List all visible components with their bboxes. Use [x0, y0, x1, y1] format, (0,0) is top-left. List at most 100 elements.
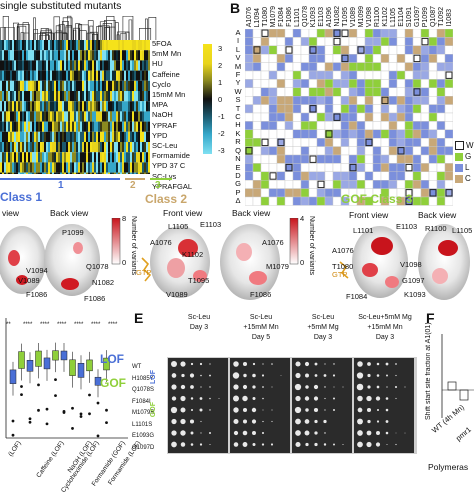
grid-cell	[356, 154, 366, 164]
heatmap-cell	[84, 131, 86, 142]
plate-condition-day: Day 3	[313, 334, 333, 341]
yeast-spot	[252, 396, 256, 401]
heatmap-cell	[78, 60, 80, 71]
grid-cell	[260, 87, 270, 97]
grid-cell	[380, 104, 390, 114]
condition-label: NaOH	[152, 110, 173, 120]
heatmap-cell	[26, 60, 28, 71]
grid-cell	[340, 163, 350, 172]
grid-cell	[324, 188, 334, 198]
heatmap-cell	[80, 50, 82, 61]
heatmap-cell	[112, 131, 114, 142]
heatmap-cell	[56, 40, 58, 51]
heatmap-cell	[64, 50, 66, 61]
heatmap-cell	[94, 131, 96, 142]
heatmap-cell	[30, 80, 32, 91]
heatmap-cell	[138, 172, 140, 174]
heatmap-cell	[46, 70, 48, 81]
grid-cell	[404, 129, 414, 139]
grid-cell	[412, 163, 422, 172]
yeast-spot	[252, 362, 256, 366]
yeast-spot	[295, 418, 301, 425]
yeast-spot	[200, 386, 202, 388]
grid-cell	[348, 179, 358, 189]
heatmap-cell	[24, 121, 26, 132]
grid-cell	[268, 95, 278, 105]
grid-cell	[372, 154, 382, 164]
heatmap-cell	[130, 172, 132, 174]
grid-cell	[340, 179, 350, 189]
grid-cell	[245, 95, 254, 105]
strain-label: F1084I	[132, 398, 151, 405]
cbar-left-title: Number of variants	[130, 216, 137, 276]
panel-d-xlabel: (LOF)	[7, 440, 23, 458]
heatmap-cell	[82, 142, 84, 153]
dendrogram-branch	[72, 29, 77, 40]
heatmap-cell	[64, 142, 66, 153]
grid-cell	[276, 95, 286, 105]
heatmap-cell	[50, 101, 52, 112]
heatmap-cell	[68, 162, 70, 173]
heatmap-cell	[54, 40, 56, 51]
wt-marker	[357, 46, 365, 54]
heatmap-cell	[72, 172, 74, 174]
heatmap-cell	[138, 60, 140, 71]
heatmap-cell	[42, 70, 44, 81]
heatmap-cell	[90, 70, 92, 81]
grid-cell	[276, 29, 286, 38]
heatmap-cell	[102, 111, 104, 122]
dendrogram	[0, 15, 157, 40]
heatmap-cell	[40, 60, 42, 71]
heatmap-cell	[88, 172, 90, 174]
wt-marker	[405, 189, 413, 197]
heatmap-cell	[76, 162, 78, 173]
grid-cell	[396, 179, 406, 189]
heatmap-cell	[132, 162, 134, 173]
heatmap-cell	[58, 121, 60, 132]
grid-cell	[332, 171, 342, 181]
heatmap-cell	[82, 101, 84, 112]
grid-cell	[412, 104, 422, 114]
heatmap-cell	[22, 172, 24, 174]
heatmap-cell	[6, 152, 8, 163]
grid-cell	[404, 79, 414, 89]
mutation-label: M1099	[358, 5, 365, 27]
grid-cell	[428, 70, 438, 80]
heatmap-cell	[84, 91, 86, 102]
outlier	[71, 427, 74, 430]
grid-cell	[252, 137, 262, 147]
heatmap-cell	[26, 152, 28, 163]
heatmap-cell	[80, 152, 82, 163]
grid-cell	[348, 171, 358, 181]
yeast-spot	[295, 430, 301, 436]
wt-marker	[261, 138, 269, 147]
grid-cell	[404, 70, 414, 80]
heatmap-cell	[20, 142, 22, 153]
heatmap-cell	[14, 152, 16, 163]
heatmap-cell	[134, 80, 136, 91]
heatmap-cell	[16, 152, 18, 163]
residue-label: L1105	[452, 226, 473, 235]
yeast-spot	[199, 443, 203, 446]
heatmap-cell	[132, 70, 134, 81]
grid-cell	[356, 95, 366, 105]
grid-cell	[396, 62, 406, 72]
panel-b-letter: B	[230, 0, 241, 16]
grid-cell	[412, 179, 422, 189]
heatmap-cell	[84, 80, 86, 91]
heatmap-cell	[52, 50, 54, 61]
yeast-spot	[357, 430, 363, 436]
grid-cell	[332, 62, 342, 72]
grid-cell	[260, 196, 270, 206]
heatmap-cell	[118, 142, 120, 153]
yeast-spot	[170, 360, 178, 368]
grid-cell	[436, 112, 446, 122]
heatmap-cell	[124, 131, 126, 142]
grid-cell	[316, 112, 326, 122]
panel-d-xlabel: Caffeine (LOF)	[35, 440, 66, 480]
heatmap-cell	[142, 121, 144, 132]
heatmap-cell	[108, 172, 110, 174]
grid-cell	[245, 179, 254, 189]
heatmap-cell	[146, 91, 148, 102]
yeast-spot	[367, 419, 371, 424]
